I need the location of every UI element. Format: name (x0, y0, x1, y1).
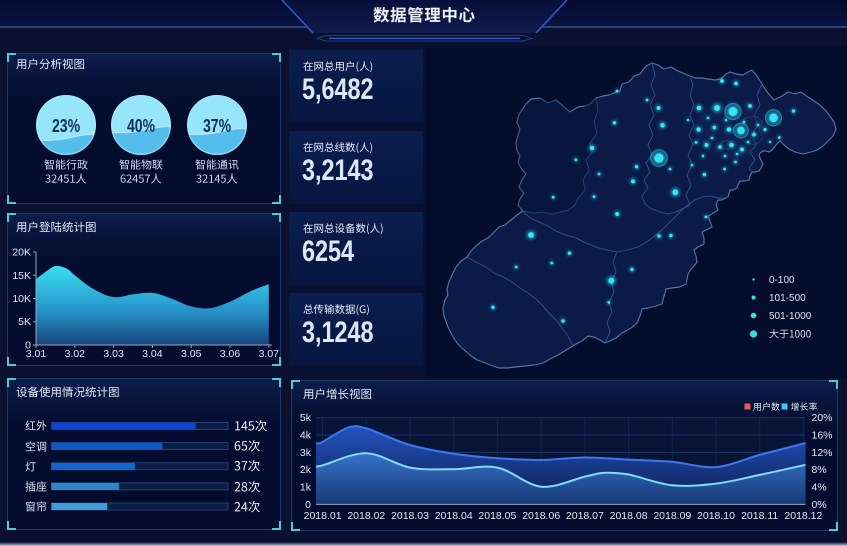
svg-text:3.02: 3.02 (65, 348, 86, 360)
svg-text:8%: 8% (812, 464, 827, 476)
svg-text:5K: 5K (18, 316, 31, 328)
svg-text:3.05: 3.05 (181, 348, 202, 360)
svg-text:501-1000: 501-1000 (769, 311, 812, 322)
svg-text:3k: 3k (300, 447, 312, 459)
svg-text:2018.02: 2018.02 (347, 510, 385, 522)
svg-text:15K: 15K (12, 270, 31, 282)
svg-text:2018.08: 2018.08 (610, 510, 648, 522)
svg-text:2018.09: 2018.09 (653, 510, 691, 522)
svg-text:2018.07: 2018.07 (566, 510, 604, 522)
svg-text:16%: 16% (812, 429, 833, 441)
svg-text:3.07: 3.07 (259, 348, 280, 360)
svg-text:2k: 2k (300, 464, 312, 476)
svg-text:3.06: 3.06 (220, 348, 241, 360)
svg-text:0: 0 (305, 499, 311, 511)
svg-text:2018.11: 2018.11 (741, 510, 778, 522)
svg-text:3.03: 3.03 (103, 348, 124, 360)
svg-text:3.01: 3.01 (26, 348, 47, 360)
svg-text:4k: 4k (300, 429, 312, 441)
svg-text:2018.04: 2018.04 (435, 510, 473, 522)
svg-text:2018.10: 2018.10 (697, 510, 735, 522)
svg-text:12%: 12% (812, 447, 833, 459)
svg-text:101-500: 101-500 (769, 293, 806, 304)
svg-text:20%: 20% (812, 412, 833, 424)
svg-text:0-100: 0-100 (769, 275, 795, 286)
svg-text:5k: 5k (300, 412, 312, 424)
svg-text:2018.01: 2018.01 (304, 510, 342, 522)
svg-text:1k: 1k (300, 482, 312, 494)
svg-text:3.04: 3.04 (142, 348, 163, 360)
svg-text:0%: 0% (812, 499, 827, 511)
svg-text:20K: 20K (12, 247, 31, 259)
svg-text:0: 0 (25, 340, 31, 352)
svg-text:2018.06: 2018.06 (522, 510, 560, 522)
svg-text:2018.05: 2018.05 (478, 510, 516, 522)
svg-text:10K: 10K (12, 293, 31, 305)
svg-text:2018.12: 2018.12 (784, 510, 822, 522)
svg-text:2018.03: 2018.03 (391, 510, 429, 522)
svg-text:4%: 4% (812, 482, 827, 494)
